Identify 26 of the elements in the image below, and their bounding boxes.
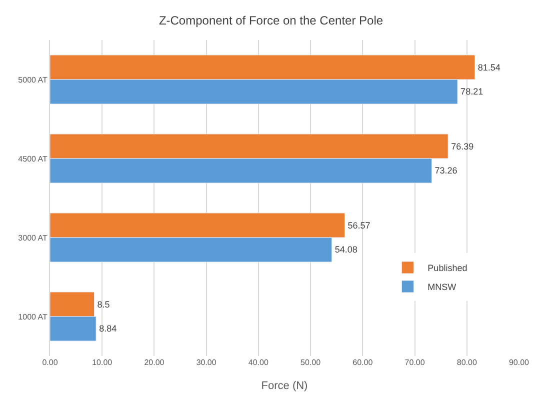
- x-tick-label: 60.00: [352, 358, 374, 367]
- x-tick-label: 10.00: [92, 358, 113, 367]
- x-tick-label: 0.00: [42, 358, 58, 367]
- y-tick-label: 5000 AT: [18, 75, 48, 84]
- data-label: 81.54: [478, 62, 500, 72]
- x-tick-label: 70.00: [404, 358, 426, 367]
- y-tick-label: 1000 AT: [18, 312, 48, 322]
- data-label: 56.57: [348, 220, 370, 230]
- x-tick-label: 50.00: [300, 358, 322, 367]
- legend-label: MNSW: [428, 282, 457, 292]
- data-label: 73.26: [434, 166, 458, 176]
- x-tick-label: 20.00: [144, 358, 165, 367]
- legend-label: Published: [428, 263, 468, 274]
- x-axis-title: Force (N): [261, 380, 308, 392]
- data-label: 54.08: [334, 244, 358, 255]
- data-label: 78.21: [460, 86, 484, 97]
- data-label: 8.84: [99, 324, 117, 334]
- y-tick-label: 3000 AT: [18, 233, 48, 242]
- data-label: 76.39: [451, 141, 474, 152]
- x-tick-label: 90.00: [508, 358, 530, 367]
- data-label: 8.5: [97, 299, 110, 310]
- y-tick-label: 4500 AT: [18, 154, 48, 164]
- x-tick-label: 40.00: [248, 358, 269, 367]
- chart-title: Z-Component of Force on the Center Pole: [158, 13, 384, 28]
- x-tick-label: 30.00: [196, 358, 217, 367]
- x-tick-label: 80.00: [456, 358, 478, 367]
